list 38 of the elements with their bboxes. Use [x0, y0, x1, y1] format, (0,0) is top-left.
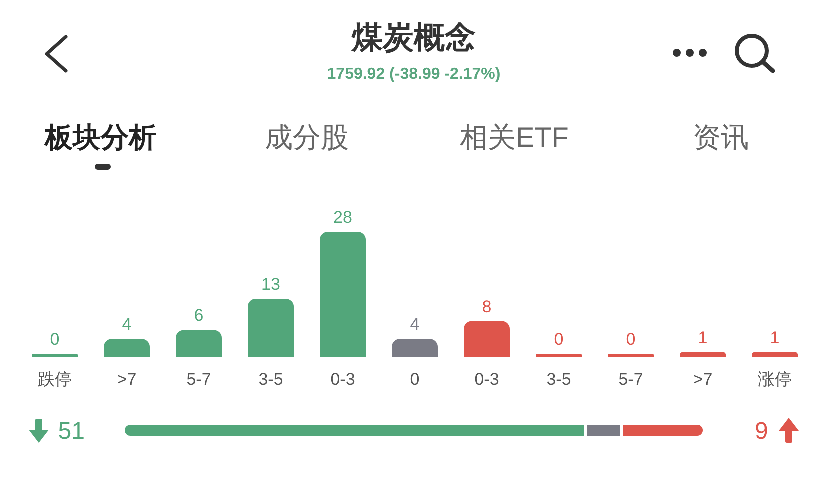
data-label: 1: [698, 328, 708, 348]
data-label: 8: [482, 297, 492, 316]
bar: [392, 339, 438, 357]
data-label: 0: [626, 330, 636, 349]
bar: [104, 339, 150, 357]
data-label: 0: [554, 330, 564, 349]
bar: [176, 330, 222, 357]
x-tick-label: 0-3: [330, 370, 356, 390]
text: 成分股: [265, 121, 349, 155]
text: 相关ETF: [460, 121, 569, 155]
x-tick-label: 3-5: [546, 370, 572, 390]
x-tick-label: 0: [410, 370, 420, 390]
chart-subtitle: 1759.92 (-38.99 -2.17%): [326, 65, 502, 85]
bar: [248, 298, 294, 357]
x-tick-label: 5-7: [186, 370, 212, 390]
bar: [320, 232, 366, 357]
data-label: 13: [262, 274, 280, 294]
text: 资讯: [693, 121, 749, 155]
x-tick-label: 0-3: [474, 370, 500, 390]
bar: [680, 352, 726, 357]
x-tick-label: 跌停: [38, 370, 72, 390]
data-label: 4: [122, 315, 132, 334]
data-label: 6: [194, 306, 204, 326]
data-label: 9: [755, 418, 768, 445]
data-label: 4: [410, 315, 420, 334]
x-tick-label: 涨停: [758, 370, 792, 390]
text: 板块分析: [45, 121, 157, 155]
bar: [752, 352, 798, 357]
data-label: 0: [50, 330, 60, 349]
data-label: 1: [770, 328, 780, 348]
bar: [464, 321, 510, 357]
data-label: 51: [58, 418, 85, 445]
data-label: 28: [334, 208, 352, 227]
chart-title: 煤炭概念: [350, 19, 477, 57]
x-tick-label: 5-7: [618, 370, 644, 390]
x-tick-label: >7: [117, 370, 137, 390]
x-tick-label: 3-5: [258, 370, 284, 390]
x-tick-label: >7: [693, 370, 713, 390]
